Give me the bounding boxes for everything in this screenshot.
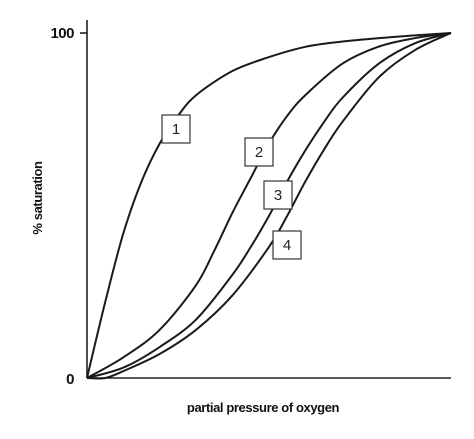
curve-label-box-2 [244, 137, 274, 167]
curve-label-4: 4 [272, 230, 302, 260]
axes [80, 20, 451, 379]
curve-label-text-4: 4 [283, 237, 291, 254]
curve-label-box-1 [161, 114, 191, 144]
curve-label-text-1: 1 [172, 121, 180, 138]
y-tick-label-0: 0 [66, 371, 74, 388]
curve-label-text-2: 2 [255, 144, 263, 161]
curve-1 [86, 32, 452, 379]
curve-label-1: 1 [161, 114, 191, 144]
x-axis-label: partial pressure of oxygen [187, 400, 340, 415]
curve-label-box-3 [263, 180, 293, 210]
y-tick-label-100: 100 [50, 25, 74, 42]
curve-label-box-4 [272, 230, 302, 260]
curve-label-3: 3 [263, 180, 293, 210]
curve-label-2: 2 [244, 137, 274, 167]
y-axis-label: % saturation [30, 161, 45, 235]
curve-labels: 1 2 3 4 [161, 114, 302, 260]
curve-label-text-3: 3 [274, 187, 282, 204]
